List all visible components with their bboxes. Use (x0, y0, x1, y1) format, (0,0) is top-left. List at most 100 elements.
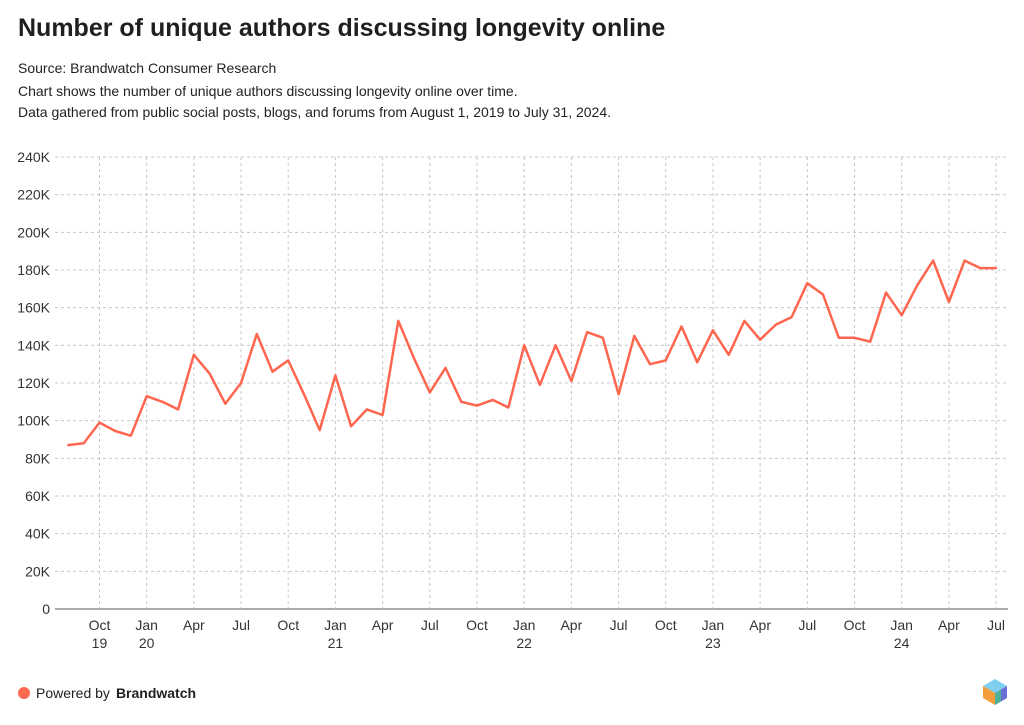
y-tick-label: 240K (17, 149, 50, 165)
data-point (649, 363, 652, 366)
y-tick-label: 180K (17, 262, 50, 278)
data-point (884, 291, 887, 294)
x-tick-year: 23 (705, 635, 721, 651)
x-tick-label: Oct (844, 617, 866, 633)
data-point (161, 400, 164, 403)
data-point (334, 374, 337, 377)
x-tick-label: Jan (513, 617, 536, 633)
x-tick-label: Jul (610, 617, 628, 633)
data-point (916, 284, 919, 287)
x-tick-label: Apr (560, 617, 582, 633)
description-line-2: Data gathered from public social posts, … (18, 104, 612, 120)
data-point (979, 267, 982, 270)
footer: Powered by Brandwatch (18, 685, 196, 701)
brand-dot-icon (18, 687, 30, 699)
y-tick-label: 80K (25, 450, 51, 466)
data-point (995, 267, 998, 270)
x-tick-label: Jul (987, 617, 1005, 633)
x-tick-label: Oct (655, 617, 677, 633)
data-point (287, 359, 290, 362)
y-tick-label: 140K (17, 337, 50, 353)
data-point (208, 372, 211, 375)
data-point (759, 338, 762, 341)
data-point (224, 402, 227, 405)
data-point (837, 336, 840, 339)
data-point (774, 323, 777, 326)
data-point (145, 395, 148, 398)
source-text: Source: Brandwatch Consumer Research (18, 60, 277, 76)
brand-name: Brandwatch (115, 685, 197, 701)
data-point (586, 331, 589, 334)
y-tick-label: 100K (17, 413, 50, 429)
data-point (790, 316, 793, 319)
data-point (900, 314, 903, 317)
data-point (523, 344, 526, 347)
data-point (680, 325, 683, 328)
x-tick-label: Jan (324, 617, 347, 633)
chart-title: Number of unique authors discussing long… (18, 14, 666, 42)
y-tick-label: 60K (25, 488, 51, 504)
x-tick-label: Jul (421, 617, 439, 633)
x-tick-year: 22 (516, 635, 532, 651)
data-point (177, 408, 180, 411)
data-point (633, 334, 636, 337)
x-tick-year: 21 (328, 635, 344, 651)
data-point (129, 434, 132, 437)
data-point (963, 259, 966, 262)
data-point (491, 398, 494, 401)
data-point (460, 400, 463, 403)
data-point (302, 393, 305, 396)
data-point (507, 406, 510, 409)
y-tick-label: 40K (25, 526, 51, 542)
x-tick-year: 20 (139, 635, 155, 651)
x-tick-label: Jan (702, 617, 725, 633)
data-point (192, 353, 195, 356)
powered-by-text: Powered by (36, 685, 110, 701)
data-point (67, 444, 69, 447)
data-point (554, 344, 557, 347)
x-tick-label: Jul (232, 617, 250, 633)
x-tick-year: 19 (92, 635, 108, 651)
data-point (114, 430, 117, 433)
x-tick-label: Apr (749, 617, 771, 633)
x-tick-label: Jul (798, 617, 816, 633)
data-point (932, 259, 935, 262)
y-tick-label: 200K (17, 224, 50, 240)
data-point (271, 370, 274, 373)
data-point (853, 336, 856, 339)
data-point (570, 380, 573, 383)
data-point (428, 391, 431, 394)
data-point (240, 382, 243, 384)
x-tick-label: Oct (277, 617, 299, 633)
data-point (869, 340, 872, 343)
y-tick-label: 20K (25, 563, 51, 579)
x-tick-year: 24 (894, 635, 910, 651)
data-point (601, 336, 604, 339)
data-point (664, 359, 667, 362)
data-point (413, 357, 416, 360)
x-tick-label: Oct (89, 617, 111, 633)
y-tick-label: 220K (17, 187, 50, 203)
brandwatch-logo-icon (983, 679, 1007, 705)
data-point (365, 408, 368, 411)
data-point (711, 329, 714, 332)
data-point (255, 333, 258, 336)
data-point (397, 319, 400, 322)
data-point (617, 393, 620, 396)
line-chart: 0 20K 40K 60K 80K 100K 120K 140K 160K 180K 200K 220… (17, 149, 1008, 651)
data-point (538, 383, 541, 386)
y-tick-label: 160K (17, 300, 50, 316)
data-point (806, 282, 809, 285)
data-point (98, 421, 101, 424)
data-point (727, 353, 730, 356)
data-point (381, 414, 384, 417)
data-point (743, 319, 746, 322)
data-point (82, 442, 85, 445)
data-point (475, 404, 478, 407)
series-line (67, 259, 997, 447)
x-tick-label: Apr (938, 617, 960, 633)
x-tick-label: Oct (466, 617, 488, 633)
data-point (947, 301, 950, 304)
x-tick-label: Jan (135, 617, 158, 633)
x-tick-label: Jan (890, 617, 913, 633)
